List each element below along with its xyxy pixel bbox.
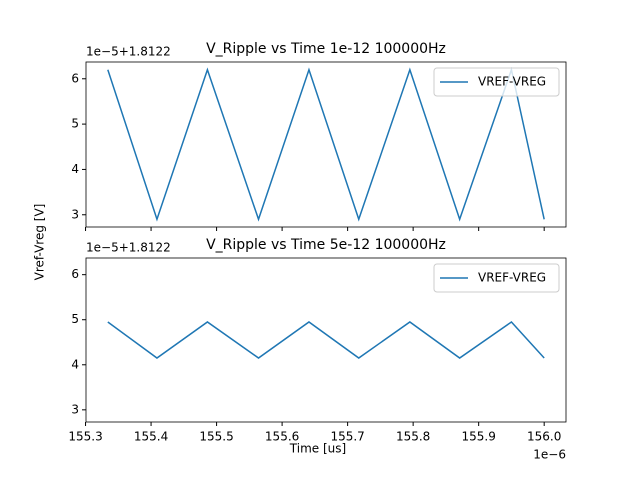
legend-label: VREF-VREG xyxy=(478,75,546,89)
x-tick-label: 155.3 xyxy=(68,430,102,444)
x-tick-label: 155.9 xyxy=(461,430,495,444)
legend-box xyxy=(433,67,560,97)
legend-box xyxy=(433,263,560,293)
x-tick-label: 155.8 xyxy=(396,430,430,444)
y-offset: 1e−5+1.8122 xyxy=(86,241,171,255)
y-tick-label: 3 xyxy=(71,402,79,416)
x-axis-label: Time [us] xyxy=(289,442,346,456)
x-tick-label: 155.6 xyxy=(265,430,299,444)
series-line xyxy=(107,320,545,359)
x-tick-label: 156.0 xyxy=(527,430,561,444)
y-axis-label: Vref-Vreg [V] xyxy=(33,204,47,281)
y-tick-label: 6 xyxy=(71,267,79,281)
y-tick-label: 4 xyxy=(71,162,79,176)
x-offset: 1e−6 xyxy=(533,448,566,462)
axes-frame xyxy=(85,257,567,423)
chart-title: V_Ripple vs Time 5e-12 100000Hz xyxy=(206,237,446,253)
x-tick-label: 155.7 xyxy=(330,430,364,444)
series-line xyxy=(107,66,545,222)
chart-title: V_Ripple vs Time 1e-12 100000Hz xyxy=(206,41,446,57)
x-tick-label: 155.4 xyxy=(134,430,168,444)
axes-frame xyxy=(85,61,567,228)
legend-label: VREF-VREG xyxy=(478,271,546,285)
y-tick-label: 5 xyxy=(71,117,79,131)
y-tick-label: 3 xyxy=(71,207,79,221)
y-tick-label: 4 xyxy=(71,357,79,371)
y-offset: 1e−5+1.8122 xyxy=(86,45,171,59)
y-tick-label: 5 xyxy=(71,312,79,326)
x-tick-label: 155.5 xyxy=(199,430,233,444)
y-tick-label: 6 xyxy=(71,71,79,85)
